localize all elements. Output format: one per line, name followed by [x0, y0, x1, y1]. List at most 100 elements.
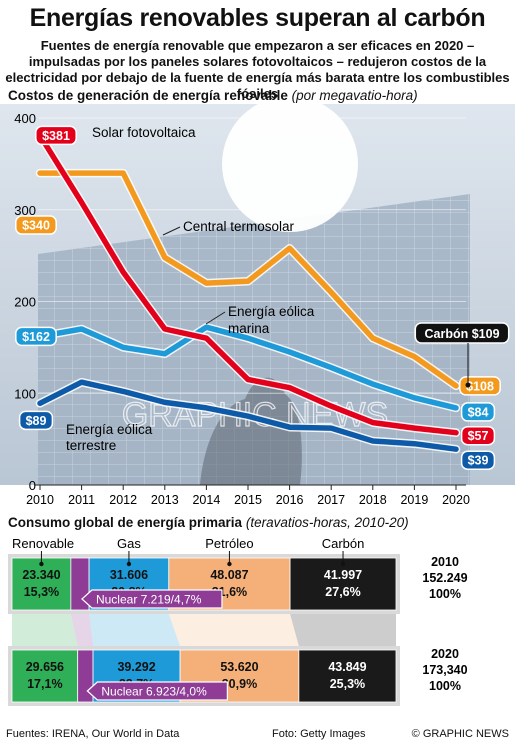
- line-chart-title: Costos de generación de energía renovabl…: [8, 88, 288, 103]
- wind-offshore-end-label-badge: [460, 402, 496, 422]
- solar-pv-series-name: Solar fotovoltaica: [92, 125, 196, 140]
- nuclear-callout-label: Nuclear 6.923/4,0%: [101, 685, 207, 699]
- wind-offshore-leader: [205, 311, 226, 325]
- gas-connector: [89, 614, 181, 646]
- category-leader-dot: [340, 561, 346, 567]
- sun-glare: [222, 104, 358, 232]
- petroleo-value: 48.087: [210, 568, 248, 582]
- wind-offshore-series-name: Energía eólica: [228, 304, 315, 319]
- carbon-pct: 25,3%: [330, 677, 365, 691]
- renovable-value: 23.340: [22, 568, 60, 582]
- wind-onshore-start-label: $89: [26, 414, 47, 428]
- wind-offshore-line: [37, 324, 459, 411]
- x-tick-label: 2012: [109, 493, 137, 507]
- y-tick-label: 200: [14, 295, 36, 310]
- nuclear-callout-label: Nuclear 7.219/4,7%: [96, 593, 202, 607]
- x-tick-label: 2014: [192, 493, 220, 507]
- wind-onshore-start-label-badge: [18, 410, 54, 431]
- coal-point: [465, 382, 471, 388]
- footer-photo: Foto: Getty Images: [272, 728, 366, 740]
- solar-pv-line: [37, 132, 459, 436]
- renovable-segment: [11, 649, 79, 703]
- year-label: 2020: [431, 647, 459, 661]
- cost-line-chart: 0 100 200 300 400 2010 2011 2012 2013 2014 2015 201…: [0, 104, 515, 507]
- solar-pv-end-label-badge: [460, 425, 496, 446]
- wind-offshore-start-label: $162: [22, 330, 50, 344]
- line-chart-unit: (por megavatio-hora): [291, 88, 418, 103]
- wind-offshore-series-name-2: marina: [228, 321, 270, 336]
- y-tick-label: 0: [29, 478, 36, 493]
- x-tick-label: 2010: [26, 493, 54, 507]
- total-value: 173,340: [422, 663, 467, 677]
- x-tick-label: 2020: [442, 493, 470, 507]
- carbon-pct: 27,6%: [325, 585, 360, 599]
- year-label: 2010: [431, 555, 459, 569]
- wind-onshore-line: [37, 379, 459, 452]
- y-tick-label: 300: [14, 203, 36, 218]
- nuclear-connector: [70, 614, 94, 646]
- x-tick-label: 2019: [400, 493, 428, 507]
- coal-badge: [414, 322, 510, 344]
- renovable-value: 29.656: [26, 660, 64, 674]
- y-tick-label: 100: [14, 386, 36, 401]
- total-pct: 100%: [429, 587, 461, 601]
- worker-silhouette: [200, 377, 302, 485]
- renovable-pct: 15,3%: [24, 585, 59, 599]
- petroleo-pct: 30,9%: [222, 677, 257, 691]
- bar-chart-unit: (teravatios-horas, 2010-20): [245, 515, 409, 530]
- category-leader-dot: [39, 561, 44, 567]
- csp-end-label-badge: [459, 376, 501, 396]
- footer-source: Fuentes: IRENA, Our World in Data: [6, 728, 180, 740]
- wind-offshore-start-label-badge: [15, 326, 57, 347]
- csp-leader: [162, 226, 181, 236]
- carbon-segment: [298, 649, 397, 703]
- x-tick-label: 2018: [359, 493, 387, 507]
- gas-value: 31.606: [110, 568, 148, 582]
- x-tick-label: 2013: [151, 493, 179, 507]
- total-pct: 100%: [429, 679, 461, 693]
- bar-chart-heading: Consumo global de energía primaria (tera…: [8, 515, 409, 530]
- petroleo-value: 53.620: [220, 660, 258, 674]
- line-chart-heading: Costos de generación de energía renovabl…: [8, 88, 418, 103]
- gas-value: 39.292: [117, 660, 155, 674]
- footer-credit: © GRAPHIC NEWS: [411, 728, 509, 740]
- category-label-petroleo: Petróleo: [205, 536, 253, 551]
- wind-onshore-end-label-badge: [460, 450, 496, 470]
- csp-start-label: $340: [22, 219, 50, 233]
- csp-start-label-badge: [15, 215, 57, 235]
- coal-label: Carbón $109: [424, 327, 499, 341]
- y-tick-label: 400: [14, 111, 36, 126]
- energy-consumption-chart: 23.34015,3%31.60620,8%48.08731,6%41.9972…: [8, 536, 468, 706]
- wind-offshore-end-label: $84: [468, 405, 489, 419]
- petroleo-connector: [168, 614, 299, 646]
- page-title: Energías renovables superan al carbón: [29, 4, 486, 32]
- carbon-value: 41.997: [324, 568, 362, 582]
- category-leader-dot: [227, 561, 232, 567]
- solar-pv-end-label: $57: [468, 429, 489, 443]
- renovable-segment: [11, 557, 72, 611]
- csp-series-name: Central termosolar: [183, 219, 295, 234]
- nuclear-callout: [81, 589, 223, 609]
- category-label-renovable: Renovable: [12, 536, 74, 551]
- renovable-connector: [12, 614, 78, 646]
- solar-pv-start-label-badge: [35, 125, 77, 146]
- x-tick-label: 2017: [317, 493, 345, 507]
- carbon-connector: [290, 614, 396, 646]
- csp-end-label: $108: [466, 379, 494, 393]
- page-subtitle: Fuentes de energía renovable que empezar…: [5, 38, 510, 101]
- renovable-pct: 17,1%: [27, 677, 62, 691]
- csp-line: [37, 170, 459, 389]
- wind-onshore-series-name-2: terrestre: [66, 438, 116, 453]
- category-label-carbon: Carbón: [322, 536, 365, 551]
- category-label-gas: Gas: [117, 536, 141, 551]
- carbon-value: 43.849: [328, 660, 366, 674]
- x-tick-label: 2011: [68, 493, 95, 507]
- solar-pv-start-label: $381: [42, 129, 70, 143]
- total-value: 152.249: [422, 571, 467, 585]
- wind-onshore-series-name: Energía eólica: [66, 422, 153, 437]
- bar-chart-title: Consumo global de energía primaria: [8, 515, 243, 530]
- x-tick-label: 2015: [234, 493, 262, 507]
- carbon-segment: [289, 557, 397, 611]
- x-tick-label: 2016: [276, 493, 304, 507]
- category-leader-dot: [126, 561, 132, 567]
